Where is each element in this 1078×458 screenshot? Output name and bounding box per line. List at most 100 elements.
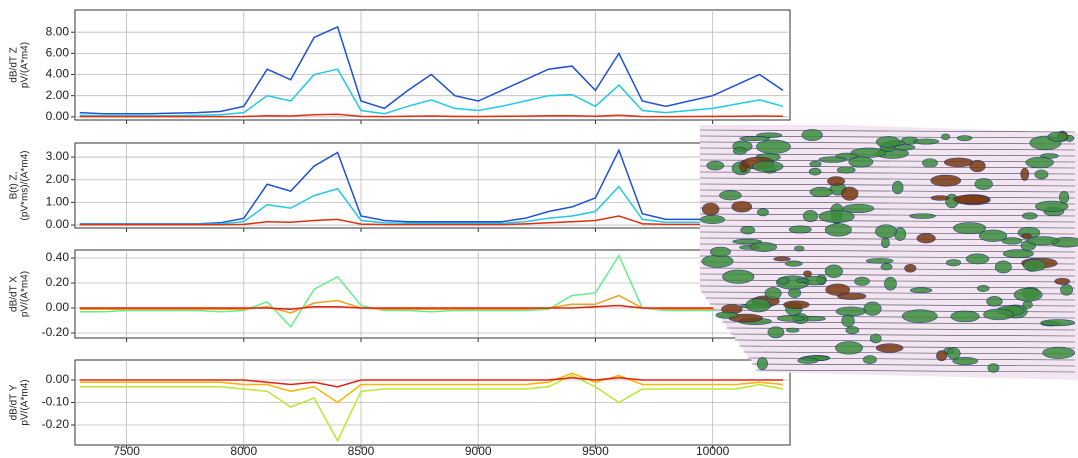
- data-line: [79, 374, 784, 443]
- y-tick-label: 0.20: [46, 275, 70, 289]
- y-tick-label: 6.00: [46, 46, 70, 60]
- map-anomaly: [809, 160, 822, 168]
- map-anomaly: [818, 210, 855, 223]
- data-line: [79, 304, 783, 311]
- map-anomaly: [786, 327, 800, 333]
- map-anomaly: [946, 347, 961, 360]
- map-anomaly: [922, 158, 938, 168]
- map-anomaly: [1025, 156, 1054, 169]
- x-tick-label: 9500: [582, 444, 609, 458]
- map-anomaly: [797, 357, 819, 364]
- data-line: [79, 294, 783, 314]
- map-anomaly: [1040, 319, 1076, 327]
- map-anomaly: [796, 278, 809, 284]
- map-anomaly: [1022, 259, 1046, 272]
- map-anomaly: [909, 287, 933, 294]
- map-anomaly: [706, 160, 725, 171]
- x-tick-label: 8000: [230, 444, 257, 458]
- map-anomaly: [841, 186, 859, 201]
- map-anomaly: [884, 276, 897, 291]
- map-anomaly: [965, 253, 990, 265]
- data-line: [79, 215, 783, 226]
- map-anomaly: [808, 167, 822, 176]
- map-anomaly: [1001, 237, 1023, 245]
- y-tick-label: 0.40: [46, 250, 70, 264]
- map-profile: [755, 369, 1076, 373]
- y-tick-label: 0.00: [46, 109, 70, 123]
- map-anomaly: [1020, 167, 1030, 181]
- map-anomaly: [740, 225, 756, 235]
- map-anomaly: [801, 129, 823, 141]
- map-anomaly: [1002, 249, 1034, 259]
- map-anomaly: [875, 224, 897, 239]
- y-axis-label: (pV*ms)/(A*m4): [20, 150, 31, 220]
- map-anomaly: [836, 166, 856, 174]
- map-anomaly: [1059, 190, 1070, 204]
- map-profile: [701, 291, 1076, 295]
- map-anomaly: [1042, 346, 1075, 359]
- y-tick-label: -0.20: [42, 417, 70, 431]
- map-anomaly: [880, 263, 893, 271]
- map-profile: [722, 321, 1076, 325]
- map-anomaly: [755, 139, 791, 154]
- x-tick-label: 9000: [465, 444, 492, 458]
- map-anomaly: [739, 136, 771, 141]
- map-profile: [699, 189, 1076, 193]
- map-anomaly: [869, 333, 882, 344]
- map-anomaly: [818, 156, 847, 163]
- map-profile: [730, 333, 1076, 337]
- map-profile: [699, 207, 1076, 211]
- y-axis-label: pV/(A*m4): [20, 379, 31, 425]
- map-anomaly: [732, 238, 763, 245]
- x-tick-label: 10000: [696, 444, 730, 458]
- plot-area: [74, 142, 791, 229]
- y-tick-label: 4.00: [46, 67, 70, 81]
- map-anomaly: [952, 357, 979, 365]
- map-anomaly: [757, 208, 769, 217]
- map-anomaly: [953, 222, 987, 235]
- map-profile: [699, 129, 1076, 133]
- map-anomaly: [824, 264, 843, 278]
- map-anomaly: [1060, 284, 1074, 296]
- map-anomaly: [983, 308, 1015, 321]
- map-anomaly: [701, 254, 734, 268]
- map-anomaly: [701, 202, 720, 216]
- map-anomaly: [841, 314, 855, 328]
- map-anomaly: [767, 326, 785, 339]
- plot-area: [74, 249, 791, 339]
- map-anomaly: [776, 315, 805, 322]
- map-anomaly: [784, 260, 803, 267]
- map-anomaly: [794, 245, 805, 252]
- map-anomaly: [930, 174, 962, 187]
- map-anomaly: [715, 311, 738, 319]
- map-anomaly: [709, 246, 731, 257]
- map-anomaly: [842, 203, 875, 214]
- map-anomaly: [773, 256, 791, 262]
- map-anomaly: [827, 176, 846, 186]
- map-profile: [699, 183, 1076, 187]
- map-anomaly: [802, 210, 818, 223]
- data-line: [79, 113, 784, 118]
- map-anomaly: [1047, 131, 1068, 142]
- data-line: [79, 25, 784, 115]
- map-anomaly: [848, 156, 874, 168]
- map-overlay: [699, 125, 1078, 380]
- map-anomaly: [969, 159, 986, 173]
- map-anomaly: [950, 310, 980, 323]
- map-anomaly: [835, 341, 864, 355]
- y-tick-label: 0.00: [46, 372, 70, 386]
- y-axis-label: dB/dT X: [9, 276, 20, 312]
- map-anomaly: [986, 296, 1003, 307]
- map-anomaly: [750, 242, 778, 252]
- y-axis-label: dB/dT Y: [9, 384, 20, 420]
- map-anomaly: [1013, 287, 1043, 302]
- data-line: [79, 377, 783, 388]
- map-anomaly: [783, 300, 810, 310]
- x-tick-label: 8500: [348, 444, 375, 458]
- map-anomaly: [850, 147, 887, 158]
- map-profile: [699, 177, 1076, 181]
- y-tick-label: -0.10: [42, 395, 70, 409]
- data-line: [79, 253, 783, 329]
- map-anomaly: [1026, 236, 1060, 246]
